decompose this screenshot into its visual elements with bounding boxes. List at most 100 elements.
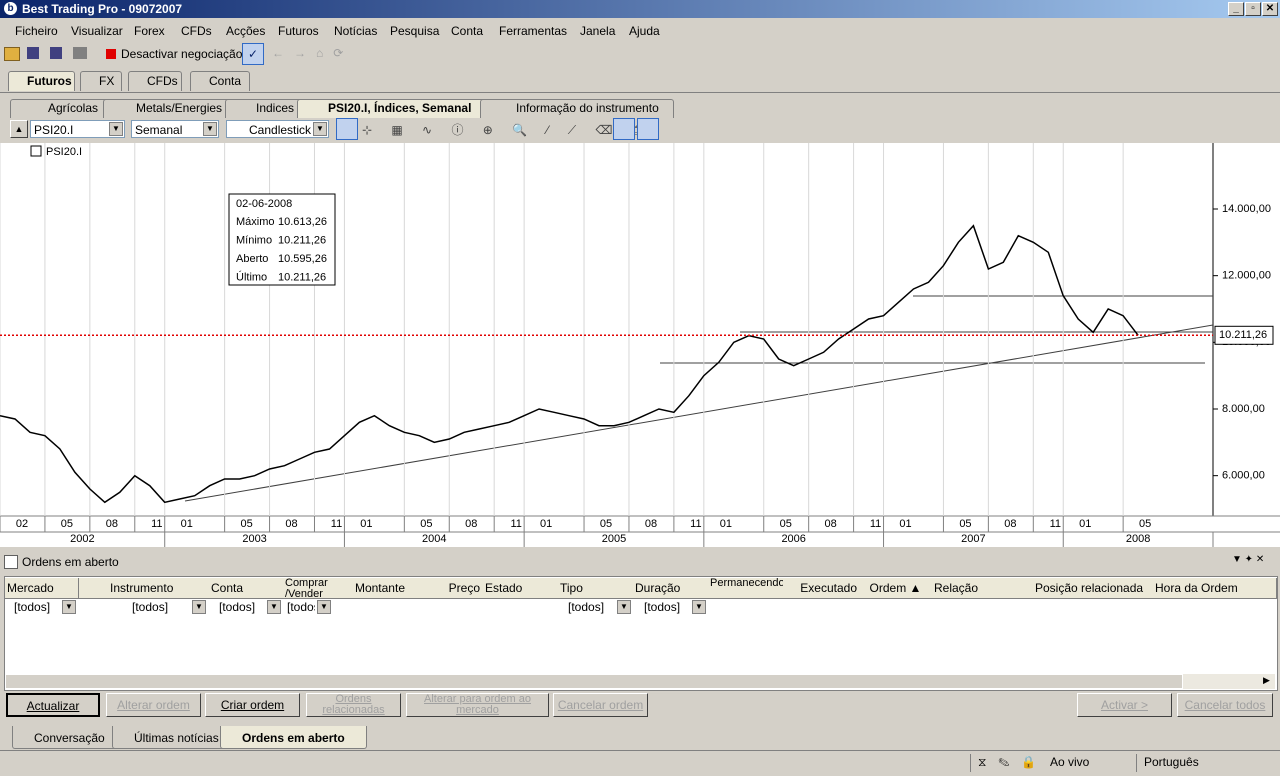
- menu-item[interactable]: Futuros: [278, 24, 319, 38]
- dropdown[interactable]: ▼: [109, 122, 123, 136]
- x-tick-label: 01: [1079, 518, 1091, 530]
- divider: [1136, 754, 1137, 772]
- tab[interactable]: [480, 99, 674, 118]
- x-tick-label: 08: [106, 518, 118, 530]
- column-header[interactable]: Duração: [633, 578, 709, 599]
- scroll-right[interactable]: ▶: [1263, 675, 1270, 685]
- pointer-tool[interactable]: [336, 118, 358, 140]
- nav-buttons: ← → ⌂ ⟳: [272, 46, 344, 60]
- tool-toggle[interactable]: [613, 118, 635, 140]
- dropdown[interactable]: ▼: [203, 122, 217, 136]
- tool-toggle[interactable]: [637, 118, 659, 140]
- tab[interactable]: Futuros: [8, 71, 75, 91]
- y-tick-label: 8.000,00: [1222, 403, 1265, 415]
- menu-item[interactable]: Notícias: [334, 24, 378, 38]
- menu-item[interactable]: Ferramentas: [499, 24, 568, 38]
- button[interactable]: Ordens relacionadas: [306, 693, 401, 717]
- filter-value[interactable]: [todos]: [287, 600, 315, 614]
- column-header[interactable]: Preço: [408, 578, 484, 599]
- period-select[interactable]: Semanal ▼: [131, 120, 219, 138]
- tab-label: CFDs: [147, 74, 178, 88]
- column-header[interactable]: Posição relacionada: [1033, 578, 1154, 599]
- tab[interactable]: Conta: [190, 71, 250, 91]
- column-header[interactable]: Ordem ▲: [860, 578, 933, 599]
- tab[interactable]: [220, 726, 367, 749]
- column-header[interactable]: Hora da Ordem: [1153, 578, 1277, 599]
- collapse-button[interactable]: ▲: [10, 120, 28, 138]
- menu-item[interactable]: Ajuda: [629, 24, 660, 38]
- scroll-thumb[interactable]: [5, 674, 1183, 689]
- menu-item[interactable]: Forex: [134, 24, 165, 38]
- button[interactable]: Criar ordem: [205, 693, 300, 717]
- scrollbar[interactable]: ▶: [5, 674, 1275, 689]
- column-header[interactable]: Mercado: [5, 578, 79, 599]
- tab-label: PSI20.I, Índices, Semanal: [328, 101, 472, 115]
- symbol-select[interactable]: PSI20.I ▼: [30, 120, 125, 138]
- menu-item[interactable]: Visualizar: [71, 24, 123, 38]
- column-header[interactable]: Conta: [209, 578, 284, 599]
- year-label: 2007: [961, 533, 985, 545]
- minimize[interactable]: _: [1228, 2, 1244, 16]
- column-header[interactable]: Montante: [334, 578, 409, 599]
- tooltip-date: 02-06-2008: [236, 198, 292, 210]
- filter-value[interactable]: [todos]: [644, 600, 681, 614]
- column-header[interactable]: Executado: [783, 578, 861, 599]
- button[interactable]: Actualizar: [6, 693, 100, 717]
- x-tick-label: 11: [690, 518, 701, 530]
- menu-item[interactable]: Ficheiro: [15, 24, 58, 38]
- save-icon[interactable]: [27, 47, 39, 59]
- divider: [970, 754, 971, 772]
- dropdown[interactable]: ▼: [313, 122, 327, 136]
- x-tick-label: 01: [181, 518, 193, 530]
- column-header[interactable]: Estado: [483, 578, 559, 599]
- button[interactable]: Alterar para ordem ao mercado: [406, 693, 549, 717]
- menu-item[interactable]: Janela: [580, 24, 616, 38]
- button[interactable]: Cancelar ordem: [553, 693, 648, 717]
- column-header[interactable]: Tipo: [558, 578, 634, 599]
- check-button[interactable]: ✓: [242, 43, 264, 65]
- filter-value[interactable]: [todos]: [219, 600, 256, 614]
- style-select[interactable]: Candlestick ▼: [226, 120, 329, 138]
- year-label: 2004: [422, 533, 446, 545]
- close[interactable]: ✕: [1262, 2, 1278, 16]
- column-header[interactable]: Permanecendo: [708, 578, 784, 599]
- print-icon[interactable]: [73, 47, 87, 59]
- menu-item[interactable]: Conta: [451, 24, 484, 38]
- column-header[interactable]: Comprar /Vender: [283, 578, 335, 599]
- tab[interactable]: FX: [80, 71, 122, 91]
- x-tick-label: 01: [360, 518, 372, 530]
- tooltip-value: 10.595,26: [278, 253, 327, 265]
- button[interactable]: Alterar ordem: [106, 693, 201, 717]
- tab[interactable]: CFDs: [128, 71, 182, 91]
- filter-value[interactable]: [todos]: [132, 600, 169, 614]
- menu-item[interactable]: Acções: [226, 24, 266, 38]
- button[interactable]: Cancelar todos: [1177, 693, 1273, 717]
- filter-value[interactable]: [todos]: [568, 600, 605, 614]
- filter-dropdown[interactable]: ▼: [317, 600, 331, 614]
- restore[interactable]: ▫: [1245, 2, 1261, 16]
- panel-controls[interactable]: ▼ ✦ ✕: [1232, 554, 1265, 565]
- filter-value[interactable]: [todos]: [14, 600, 51, 614]
- menu-item[interactable]: Pesquisa: [390, 24, 440, 38]
- trend-line: [184, 324, 1214, 502]
- button[interactable]: Activar >: [1077, 693, 1172, 717]
- x-tick-label: 05: [600, 518, 612, 530]
- orders-panel-header: Ordens em aberto ▼ ✦ ✕: [0, 553, 1280, 571]
- column-header[interactable]: Relação: [932, 578, 1034, 599]
- save-all-icon[interactable]: [50, 47, 62, 59]
- x-tick-label: 01: [540, 518, 552, 530]
- menu-item[interactable]: CFDs: [181, 24, 212, 38]
- filter-dropdown[interactable]: ▼: [267, 600, 281, 614]
- column-header[interactable]: Instrumento: [108, 578, 210, 599]
- filter-dropdown[interactable]: ▼: [617, 600, 631, 614]
- filter-dropdown[interactable]: ▼: [62, 600, 76, 614]
- filter-dropdown[interactable]: ▼: [192, 600, 206, 614]
- tab-label: Agrícolas: [48, 101, 99, 115]
- filter-dropdown[interactable]: ▼: [692, 600, 706, 614]
- tooltip-value: 10.211,26: [278, 234, 326, 246]
- trading-toggle[interactable]: Desactivar negociação: [121, 47, 243, 61]
- instrument-label[interactable]: PSI20.I: [46, 146, 82, 158]
- open-icon[interactable]: [4, 47, 20, 61]
- y-tick-label: 6.000,00: [1222, 470, 1265, 482]
